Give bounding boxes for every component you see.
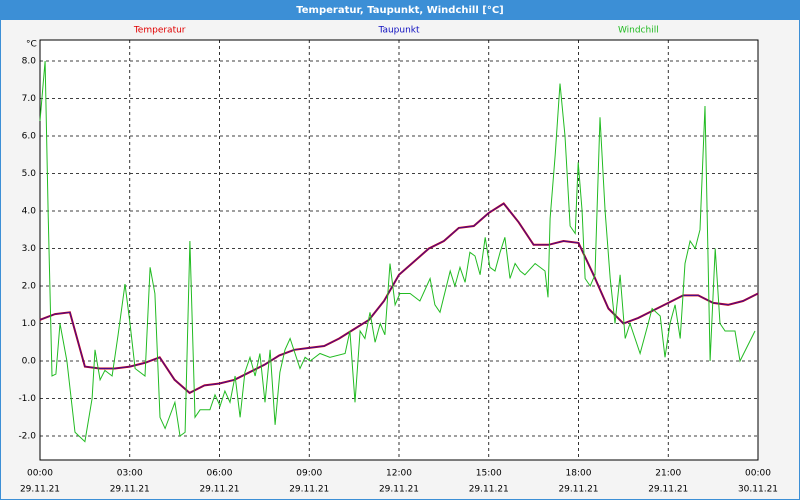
y-axis-label: °C <box>26 40 37 50</box>
x-tick-label: 06:00 <box>207 469 233 479</box>
y-tick-label: 5.0 <box>22 169 37 179</box>
y-tick-label: 4.0 <box>22 207 37 217</box>
title-bar <box>0 0 800 20</box>
x-tick-date: 30.11.21 <box>738 485 778 495</box>
x-tick-label: 21:00 <box>655 469 681 479</box>
x-tick-date: 29.11.21 <box>648 485 688 495</box>
chart-title: Temperatur, Taupunkt, Windchill [°C] <box>296 5 504 16</box>
y-tick-label: -2.0 <box>18 432 36 442</box>
y-tick-label: 7.0 <box>22 94 37 104</box>
y-tick-label: 1.0 <box>22 319 37 329</box>
x-tick-date: 29.11.21 <box>469 485 509 495</box>
legend-entry: Windchill <box>618 26 659 36</box>
y-tick-label: 8.0 <box>22 57 37 67</box>
x-tick-label: 03:00 <box>117 469 143 479</box>
x-tick-date: 29.11.21 <box>379 485 419 495</box>
x-tick-label: 18:00 <box>566 469 592 479</box>
y-tick-label: -1.0 <box>18 394 36 404</box>
x-tick-date: 29.11.21 <box>558 485 598 495</box>
y-tick-label: 3.0 <box>22 244 37 254</box>
legend-entry: Temperatur <box>133 26 186 36</box>
series-line <box>39 60 756 443</box>
x-tick-date: 29.11.21 <box>110 485 150 495</box>
legend-entry: Taupunkt <box>377 26 420 36</box>
x-tick-date: 29.11.21 <box>20 485 60 495</box>
x-tick-label: 00:00 <box>27 469 53 479</box>
x-tick-label: 09:00 <box>296 469 322 479</box>
y-tick-label: 2.0 <box>22 282 37 292</box>
y-tick-label: 6.0 <box>22 132 37 142</box>
y-tick-label: 0.0 <box>22 357 37 367</box>
x-tick-label: 00:00 <box>745 469 771 479</box>
x-tick-label: 15:00 <box>476 469 502 479</box>
x-tick-date: 29.11.21 <box>289 485 329 495</box>
x-tick-date: 29.11.21 <box>199 485 239 495</box>
x-tick-label: 12:00 <box>386 469 412 479</box>
series-line <box>39 202 759 394</box>
